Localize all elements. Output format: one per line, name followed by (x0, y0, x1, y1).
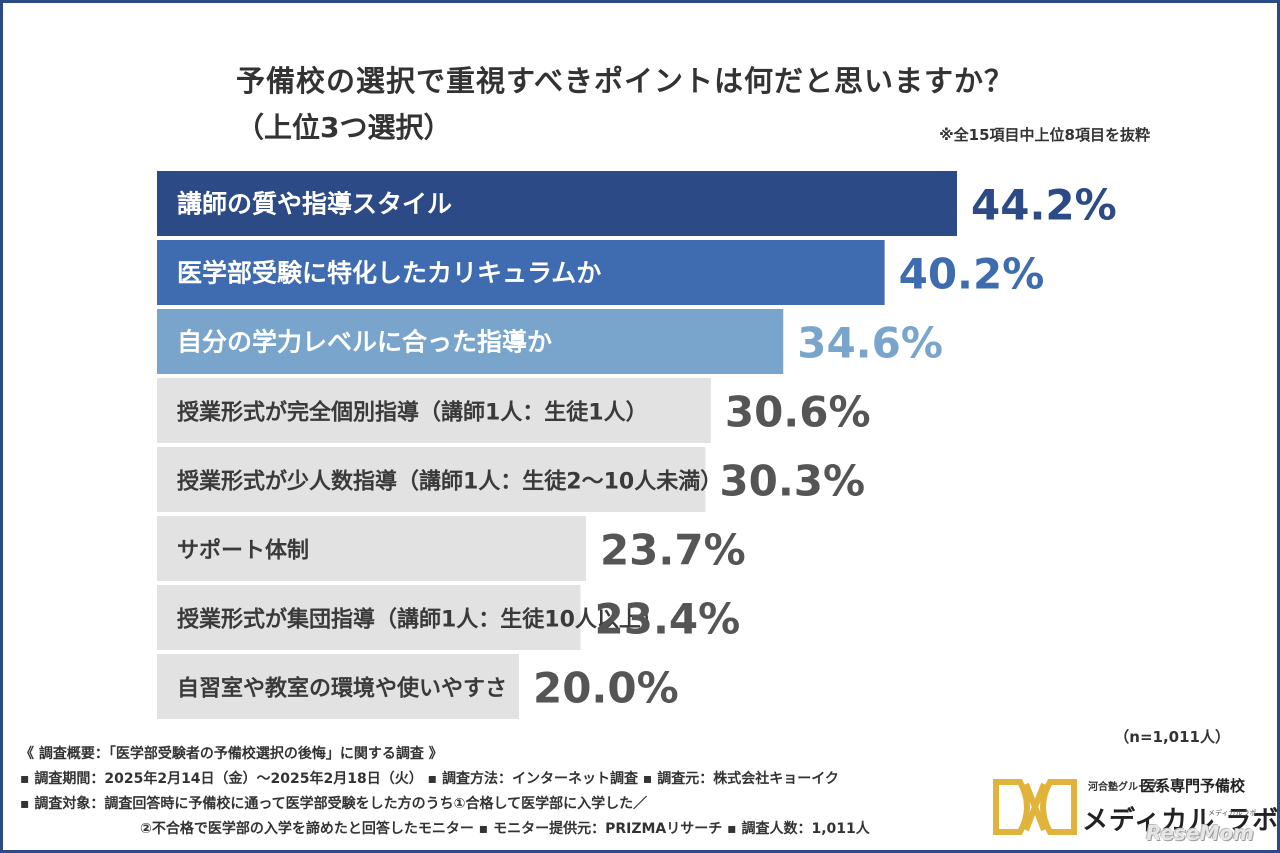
chart-subtitle: （上位3つ選択） (236, 111, 452, 144)
value-label-3: 34.6% (797, 319, 943, 368)
bar-4 (157, 378, 711, 443)
footer-line-1: 《 調査概要：「医学部受験者の予備校選択の後悔」に関する調査 》 (20, 746, 443, 762)
bar-3 (157, 309, 784, 374)
bar-8 (157, 654, 519, 719)
sample-size-label: （n=1,011人） (1114, 728, 1230, 746)
category-label-1: 講師の質や指導スタイル (177, 190, 452, 219)
footer-line-3: ▪ 調査対象：調査回答時に予備校に通って医学部受験をした方のうち①合格して医学部… (20, 796, 648, 812)
value-label-6: 23.7% (600, 526, 746, 575)
category-label-4: 授業形式が完全個別指導（講師1人：生徒1人） (177, 400, 648, 426)
value-label-7: 23.4% (595, 595, 741, 644)
value-label-4: 30.6% (725, 388, 871, 437)
value-label-5: 30.3% (719, 457, 865, 506)
logo-group-name: 河合塾グループ (1088, 782, 1158, 793)
logo-school-name: 医系専門予備校 (1140, 777, 1246, 795)
value-label-2: 40.2% (899, 250, 1045, 299)
value-label-1: 44.2% (971, 181, 1117, 230)
medical-lab-logo: 河合塾グループ 医系専門予備校 メディカル ラボ メディカルラボ (990, 772, 1278, 842)
chart-title: 予備校の選択で重視すべきポイントは何だと思いますか？ (236, 64, 1014, 98)
category-label-5: 授業形式が少人数指導（講師1人：生徒2～10人未満） (177, 469, 722, 495)
bar-6 (157, 516, 586, 581)
resemom-watermark: ReseMom (1146, 821, 1254, 845)
survey-footer: 《 調査概要：「医学部受験者の予備校選択の後悔」に関する調査 》 ▪ 調査期間：… (20, 742, 870, 842)
footer-line-2: ▪ 調査期間：2025年2月14日（金）～2025年2月18日（火） ▪ 調査方… (20, 771, 839, 787)
logo-brand-reading: メディカルラボ (1208, 809, 1257, 817)
bar-7 (157, 585, 581, 650)
value-label-8: 20.0% (533, 664, 679, 713)
category-label-3: 自分の学力レベルに合った指導か (177, 328, 552, 357)
category-label-8: 自習室や教室の環境や使いやすさ (177, 676, 507, 702)
category-label-7: 授業形式が集団指導（講師1人：生徒10人以上） (177, 607, 663, 633)
category-label-2: 医学部受験に特化したカリキュラムか (177, 259, 601, 288)
logo-brand-name: メディカル ラボ (1082, 806, 1280, 836)
footer-line-4: ②不合格で医学部の入学を諦めたと回答したモニター ▪ モニター提供元：PRIZM… (140, 821, 870, 837)
bar-2 (157, 240, 885, 305)
category-label-6: サポート体制 (177, 538, 309, 564)
logo-mark-icon (993, 779, 1077, 835)
bar-chart: 講師の質や指導スタイル 44.2% 医学部受験に特化したカリキュラムか 40.2% 自分… (157, 171, 1117, 719)
bar-1 (157, 171, 957, 236)
bar-5 (157, 447, 706, 512)
excerpt-note: ※全15項目中上位8項目を抜粋 (939, 126, 1150, 144)
